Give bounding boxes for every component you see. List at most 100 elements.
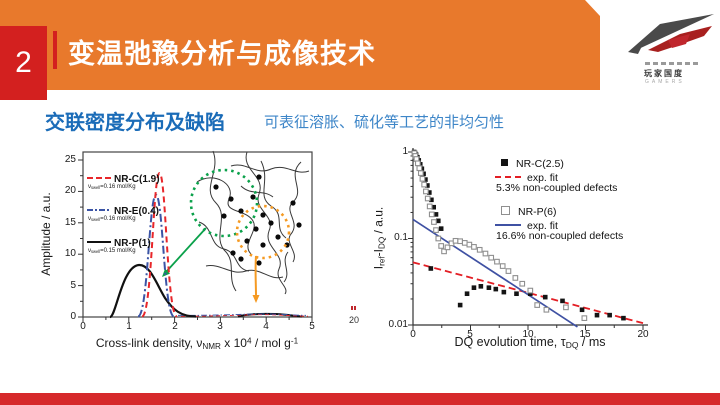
section-note: 可表征溶胀、硫化等工艺的非均匀性 — [264, 114, 505, 131]
left-ytick-20: 20 — [64, 185, 76, 196]
nre-note-p: ν — [88, 216, 91, 222]
title-accent-bar — [53, 31, 57, 69]
filled-square-marker — [501, 159, 508, 167]
red-fit-sample — [495, 175, 521, 178]
left-xlabel: Cross-link density, νNMR x 104 / mol g-1 — [67, 336, 327, 351]
right-xlabel: DQ evolution time, τDQ / ms — [400, 335, 660, 350]
left-ytick-10: 10 — [64, 248, 76, 259]
left-xlabel-p3: / mol g — [251, 336, 291, 350]
right-legend-item-nrp: NR-P(6) — [501, 202, 557, 220]
orange-arrow — [252, 255, 260, 303]
left-xlabel-sup2: -1 — [290, 336, 299, 346]
right-plot-ticks — [408, 151, 644, 330]
left-xtick-1: 1 — [126, 321, 132, 332]
left-legend-note-nrp: νswell=0.15 mol/Kg — [88, 248, 136, 254]
right-ylabel-s1: ref — [377, 256, 387, 266]
left-legend-note-nre: νswell=0.16 mol/Kg — [88, 216, 136, 222]
left-ytick-0: 0 — [70, 311, 76, 322]
stray-red-mark — [351, 306, 356, 310]
left-xtick-2: 2 — [172, 321, 178, 332]
left-xlabel-p2: x 10 — [220, 336, 247, 350]
red-fit-label: exp. fit — [527, 172, 558, 184]
green-arrow — [162, 227, 207, 277]
defects-caption-nrc: 5.3% non-coupled defects — [496, 182, 618, 194]
slide-number-block: 2 — [0, 26, 47, 100]
curve-nrc — [141, 171, 178, 318]
rog-logo: 玩家国度 GAMERS — [618, 8, 718, 92]
left-legend-item-nre: NR-E(0.4) — [87, 201, 159, 219]
nrp6-label: NR-P(6) — [518, 206, 557, 218]
logo-text-cn: 玩家国度 — [644, 69, 684, 78]
right-legend-fit-red: exp. fit — [495, 168, 558, 186]
green-dotted-circle — [189, 168, 259, 238]
right-xlabel-p2: / ms — [578, 335, 606, 349]
nrp-note-r: =0.15 mol/Kg — [100, 248, 136, 254]
left-xlabel-sub: NMR — [202, 341, 221, 351]
header-band — [0, 0, 600, 90]
nrc-label: NR-C(1.9) — [114, 174, 160, 185]
right-xtick-15: 15 — [579, 329, 591, 340]
curve-nre-baseline — [177, 313, 307, 316]
left-xtick-0: 0 — [80, 321, 86, 332]
nre-line-sample — [87, 208, 111, 212]
right-plot-axes — [412, 148, 648, 326]
open-square-marker — [501, 206, 510, 216]
right-xtick-5: 5 — [467, 329, 473, 340]
right-ytick-001: 0.01 — [388, 319, 408, 330]
right-legend-fit-blue: exp. fit — [495, 216, 558, 234]
nrp-label: NR-P(1) — [114, 238, 151, 249]
right-xtick-20: 20 — [637, 329, 649, 340]
right-xlabel-sub: DQ — [565, 340, 579, 351]
left-plot-curves — [108, 171, 309, 319]
nre-label: NR-E(0.4) — [114, 206, 160, 217]
left-ytick-25: 25 — [64, 154, 76, 165]
left-xtick-4: 4 — [263, 321, 269, 332]
nre-note-r: =0.16 mol/Kg — [100, 216, 136, 222]
right-legend-item-nrc: NR-C(2.5) — [501, 154, 564, 172]
right-ylabel-p1: I — [371, 265, 386, 270]
right-ytick-01: 0.1 — [394, 232, 408, 243]
section-heading: 交联密度分布及缺陷 — [45, 112, 225, 134]
left-plot-ticks — [78, 159, 313, 322]
curve-nrc-baseline — [180, 314, 309, 317]
slide-number: 2 — [15, 46, 32, 79]
orange-dotted-circle — [235, 204, 291, 260]
blue-fit-sample — [495, 223, 521, 226]
left-ytick-15: 15 — [64, 217, 76, 228]
right-ytick-1: 1 — [402, 146, 408, 157]
rog-eye-icon — [628, 14, 714, 54]
right-xtick-10: 10 — [522, 329, 534, 340]
defects-caption-nrp: 16.6% non-coupled defects — [496, 230, 624, 242]
left-ylabel: Amplitude / a.u. — [39, 192, 53, 276]
nre-note-s: swell — [91, 217, 101, 223]
nrc25-label: NR-C(2.5) — [516, 158, 564, 170]
polymer-network-sketch — [196, 150, 310, 295]
left-xtick-5: 5 — [309, 321, 315, 332]
right-xlabel-p1: DQ evolution time, τ — [454, 335, 566, 349]
nrp-line-sample — [87, 240, 111, 243]
left-ytick-5: 5 — [70, 280, 76, 291]
left-legend-item-nrp: NR-P(1) — [87, 233, 151, 251]
crosslink-dots — [213, 174, 302, 266]
footer-bar — [0, 393, 720, 405]
nrc-line-sample — [87, 176, 111, 179]
left-legend-note-nrc: νswell=0.16 mol/Kg — [88, 184, 136, 190]
left-xlabel-sup1: 4 — [246, 336, 252, 346]
nrc-note-s: swell — [91, 185, 101, 191]
right-ylabel-p2: -I — [371, 249, 386, 257]
blue-fit-label: exp. fit — [527, 220, 558, 232]
slide-title: 变温弛豫分析与成像技术 — [68, 39, 376, 69]
nrp-note-p: ν — [88, 248, 91, 254]
right-xtick-0: 0 — [410, 329, 416, 340]
logo-caption-marks — [645, 62, 701, 65]
left-xtick-3: 3 — [217, 321, 223, 332]
nrp-note-s: swell — [91, 249, 101, 255]
logo-text-en: GAMERS — [645, 79, 685, 85]
curve-nrp — [108, 263, 197, 319]
right-plot-data-points — [411, 149, 626, 322]
nrc-note-p: ν — [88, 184, 91, 190]
stray-axis-label: 20 — [349, 315, 360, 325]
left-xlabel-p1: Cross-link density, ν — [95, 336, 203, 350]
